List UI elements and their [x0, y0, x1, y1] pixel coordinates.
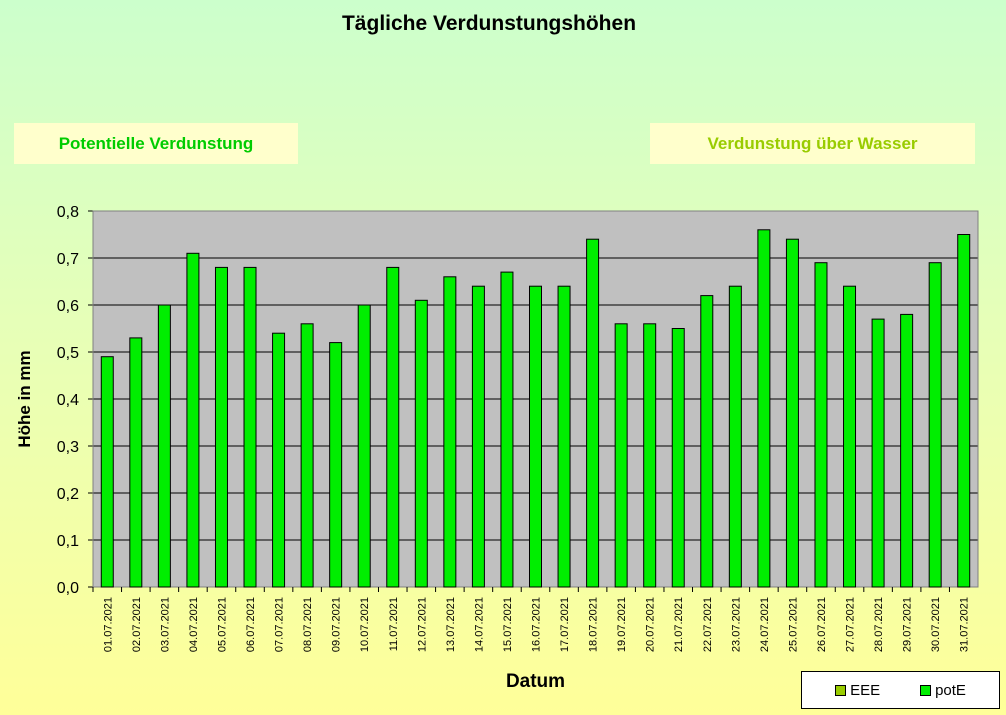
bar: [643, 323, 657, 588]
y-tick-label: 0,4: [57, 392, 79, 409]
x-tick-label: 09.07.2021: [331, 597, 343, 652]
y-axis-label: Höhe in mm: [15, 350, 34, 447]
legend: EEE potE: [801, 671, 1000, 709]
x-tick-label: 20.07.2021: [645, 597, 657, 652]
bar: [157, 304, 171, 588]
bar: [614, 323, 628, 588]
x-tick-label: 11.07.2021: [388, 597, 400, 651]
x-tick-label: 12.07.2021: [416, 597, 428, 652]
bar: [814, 262, 828, 588]
bar: [700, 295, 714, 588]
x-tick-label: 14.07.2021: [473, 597, 485, 652]
legend-item-eee: EEE: [835, 682, 880, 699]
bar: [843, 285, 857, 588]
bar: [500, 271, 514, 588]
y-tick-label: 0,6: [57, 298, 79, 315]
x-tick-label: 23.07.2021: [730, 597, 742, 652]
potential-evaporation-text: Potentielle Verdunstung: [58, 133, 254, 153]
y-tick-label: 0,0: [57, 580, 79, 597]
x-tick-label: 27.07.2021: [845, 597, 857, 652]
bar: [414, 299, 428, 588]
bar: [329, 342, 343, 588]
x-tick-label: 26.07.2021: [816, 597, 828, 652]
y-tick-label: 0,7: [57, 251, 79, 268]
bar: [186, 252, 200, 588]
x-tick-label: 25.07.2021: [787, 597, 799, 652]
bar: [129, 337, 143, 588]
x-tick-label: 05.07.2021: [216, 597, 228, 652]
bar: [928, 262, 942, 588]
y-tick-label: 0,1: [57, 533, 79, 550]
bar: [529, 285, 542, 588]
chart-title: Tägliche Verdunstungshöhen: [341, 12, 637, 35]
bar: [957, 234, 971, 588]
legend-swatch-pote: [920, 684, 932, 696]
legend-label-pote: potE: [935, 681, 966, 699]
bar: [757, 229, 771, 588]
y-tick-label: 0,5: [57, 345, 79, 362]
x-tick-label: 18.07.2021: [588, 597, 600, 652]
bar: [557, 285, 571, 588]
x-tick-label: 03.07.2021: [159, 597, 171, 652]
x-tick-label: 13.07.2021: [445, 597, 457, 652]
x-axis-label: Datum: [506, 671, 565, 692]
legend-swatch-eee: [835, 684, 847, 696]
bar: [100, 356, 114, 588]
y-tick-label: 0,2: [57, 486, 79, 503]
x-tick-label: 24.07.2021: [759, 597, 771, 652]
x-tick-label: 01.07.2021: [102, 597, 114, 652]
x-tick-label: 28.07.2021: [873, 597, 885, 652]
x-tick-label: 10.07.2021: [359, 597, 371, 652]
x-tick-label: 08.07.2021: [302, 597, 314, 652]
legend-label-eee: EEE: [850, 681, 881, 699]
x-tick-label: 19.07.2021: [616, 597, 628, 652]
x-tick-label: 29.07.2021: [902, 597, 914, 652]
x-tick-label: 31.07.2021: [959, 597, 971, 652]
bar: [900, 313, 914, 588]
x-tick-label: 21.07.2021: [673, 597, 685, 652]
x-tick-label: 22.07.2021: [702, 597, 714, 652]
bar: [357, 304, 371, 588]
x-tick-label: 06.07.2021: [245, 597, 257, 652]
x-tick-label: 04.07.2021: [188, 597, 200, 652]
bar: [586, 238, 600, 588]
y-tick-label: 0,8: [57, 204, 79, 221]
bar: [214, 266, 228, 588]
bar: [300, 323, 314, 588]
water-evaporation-text: Verdunstung über Wasser: [707, 133, 918, 153]
bar: [471, 285, 485, 588]
bar: [671, 328, 685, 588]
x-tick-label: 30.07.2021: [930, 597, 942, 652]
legend-item-pote: potE: [920, 682, 966, 699]
x-tick-label: 15.07.2021: [502, 597, 514, 652]
x-tick-label: 17.07.2021: [559, 597, 571, 652]
x-tick-label: 02.07.2021: [131, 597, 143, 652]
bar: [443, 276, 457, 588]
bar: [785, 238, 799, 588]
water-evaporation-label: Verdunstung über Wasser: [650, 123, 975, 164]
bar: [243, 266, 257, 588]
bar: [871, 318, 885, 588]
bar: [272, 332, 286, 588]
potential-evaporation-label: Potentielle Verdunstung: [14, 123, 298, 164]
bar: [728, 285, 742, 588]
x-tick-label: 16.07.2021: [531, 597, 543, 652]
bar: [386, 266, 400, 588]
x-tick-label: 07.07.2021: [274, 597, 286, 652]
y-tick-label: 0,3: [57, 439, 79, 456]
